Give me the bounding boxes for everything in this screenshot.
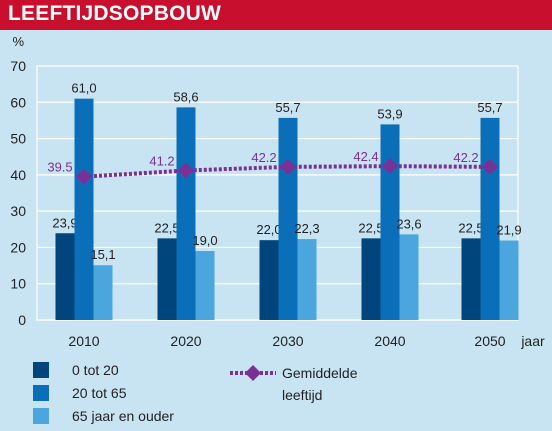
- bar-value-label: 23,9: [52, 215, 77, 230]
- y-unit-label: %: [12, 34, 24, 49]
- bar: [361, 238, 381, 320]
- bar: [176, 107, 196, 320]
- y-tick-label: 30: [10, 203, 26, 219]
- average-age-marker: [280, 158, 296, 175]
- bar-value-label: 22,5: [358, 220, 383, 235]
- legend-swatch: [33, 408, 49, 424]
- y-tick-label: 0: [18, 312, 26, 328]
- legend-label: 0 tot 20: [72, 362, 119, 378]
- bar: [278, 117, 298, 320]
- average-age-marker: [76, 168, 92, 185]
- bar: [461, 238, 481, 320]
- bar-value-label: 55,7: [477, 100, 502, 115]
- bar: [74, 98, 94, 321]
- bar: [259, 240, 279, 320]
- bar-value-label: 61,0: [71, 81, 96, 96]
- bar-value-label: 15,1: [90, 247, 115, 262]
- average-age-marker: [178, 162, 194, 179]
- legend-label: 65 jaar en ouder: [72, 408, 174, 424]
- bar: [297, 239, 317, 320]
- x-tick-label: 2030: [272, 333, 303, 349]
- bar-value-label: 22,3: [294, 221, 319, 236]
- legend-label: Gemiddelde: [282, 365, 358, 381]
- y-tick-label: 10: [10, 276, 26, 292]
- legend-swatch: [33, 362, 49, 378]
- bar-value-label: 19,0: [192, 233, 217, 248]
- y-tick-label: 60: [10, 94, 26, 110]
- x-tick-label: 2050: [474, 333, 505, 349]
- legend-marker: [245, 365, 261, 381]
- chart-title: LEEFTIJDSOPBOUW: [8, 2, 222, 25]
- bar-value-label: 58,6: [173, 89, 198, 104]
- bar-value-label: 22,0: [256, 222, 281, 237]
- bar: [195, 251, 215, 320]
- bar-value-label: 22,5: [154, 220, 179, 235]
- legend-label: leeftijd: [282, 387, 322, 403]
- x-unit-label: jaar: [520, 333, 545, 349]
- bar: [399, 234, 419, 320]
- x-tick-label: 2040: [374, 333, 405, 349]
- average-age-label: 42.2: [453, 150, 478, 165]
- average-age-label: 42.4: [353, 149, 378, 164]
- legend-swatch: [33, 385, 49, 401]
- bar-value-label: 53,9: [377, 106, 402, 121]
- average-age-label: 39.5: [47, 160, 72, 175]
- y-tick-label: 20: [10, 239, 26, 255]
- title-bar: LEEFTIJDSOPBOUW: [0, 0, 552, 30]
- average-age-label: 42.2: [251, 150, 276, 165]
- average-age-marker: [482, 158, 498, 175]
- bar: [55, 233, 75, 320]
- bar: [380, 124, 400, 320]
- y-tick-label: 50: [10, 131, 26, 147]
- bar: [157, 238, 177, 320]
- legend-label: 20 tot 65: [72, 385, 127, 401]
- bar: [499, 240, 519, 320]
- bar: [480, 117, 500, 320]
- y-tick-label: 70: [10, 58, 26, 74]
- average-age-label: 41.2: [149, 154, 174, 169]
- bar-value-label: 21,9: [496, 223, 521, 238]
- average-age-marker: [382, 158, 398, 175]
- x-tick-label: 2010: [68, 333, 99, 349]
- bar-value-label: 23,6: [396, 216, 421, 231]
- bar-value-label: 55,7: [275, 100, 300, 115]
- bar: [93, 265, 113, 320]
- x-tick-label: 2020: [170, 333, 201, 349]
- bar-value-label: 22,5: [458, 220, 483, 235]
- y-tick-label: 40: [10, 167, 26, 183]
